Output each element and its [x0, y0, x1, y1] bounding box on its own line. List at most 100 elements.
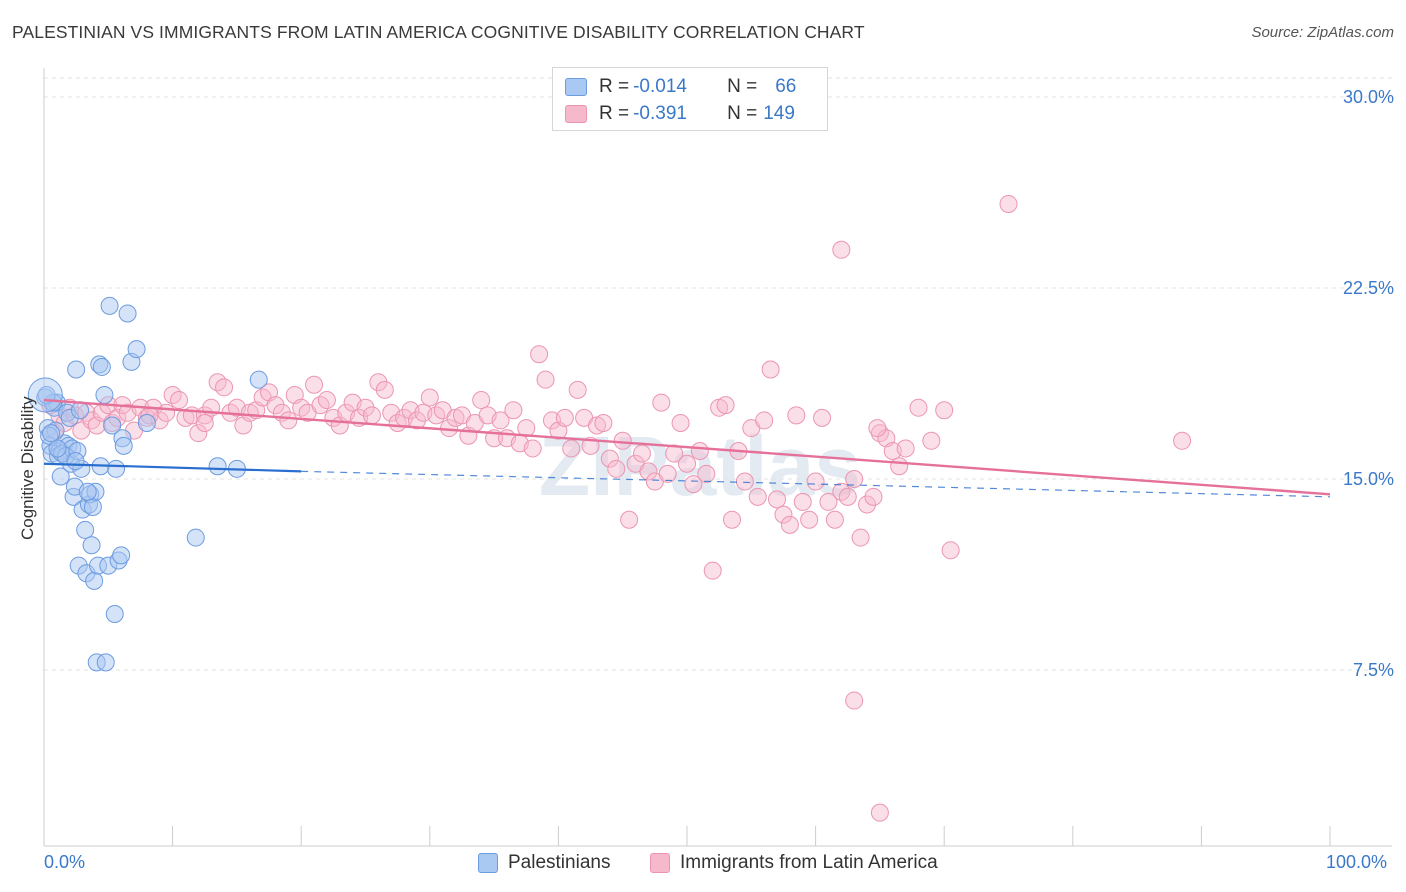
data-point-latin-america: [780, 515, 799, 534]
data-point-latin-america: [362, 406, 381, 425]
data-point-latin-america: [279, 411, 298, 430]
legend-item-palestinians[interactable]: Palestinians: [478, 852, 610, 874]
x-tick-label-max: 100.0%: [1326, 852, 1388, 872]
data-point-latin-america: [838, 487, 857, 506]
bottom-legend: Palestinians Immigrants from Latin Ameri…: [0, 850, 1406, 880]
data-point-latin-america: [1173, 431, 1192, 450]
data-point-latin-america: [748, 487, 767, 506]
watermark: ZIPatlas: [539, 419, 861, 513]
data-point-palestinians: [127, 340, 146, 359]
data-point-palestinians: [42, 424, 61, 443]
data-point-latin-america: [819, 492, 838, 511]
data-point-latin-america: [215, 378, 234, 397]
data-point-latin-america: [941, 541, 960, 560]
series-palestinians-points: [27, 296, 268, 672]
stats-legend-box: R = -0.014 N = 66 R = -0.391 N = 149: [552, 67, 828, 131]
trend-line-palestinians: [43, 462, 302, 473]
data-point-latin-america: [858, 495, 877, 514]
data-point-palestinians: [100, 296, 119, 315]
data-point-latin-america: [652, 393, 671, 412]
data-point-palestinians: [105, 604, 124, 623]
data-point-palestinians: [249, 370, 268, 389]
data-point-palestinians: [95, 385, 114, 404]
data-point-latin-america: [755, 411, 774, 430]
data-point-palestinians: [66, 452, 85, 471]
data-point-latin-america: [999, 194, 1018, 213]
data-point-latin-america: [851, 528, 870, 547]
data-point-latin-america: [581, 436, 600, 455]
data-point-latin-america: [523, 439, 542, 458]
data-point-latin-america: [697, 464, 716, 483]
data-point-latin-america: [420, 388, 439, 407]
source-label: Source: ZipAtlas.com: [1251, 24, 1394, 41]
data-point-palestinians: [96, 653, 115, 672]
data-point-latin-america: [768, 490, 787, 509]
data-point-latin-america: [761, 360, 780, 379]
data-point-latin-america: [800, 510, 819, 529]
data-point-latin-america: [671, 413, 690, 432]
data-point-latin-america: [195, 413, 214, 432]
chart-title: PALESTINIAN VS IMMIGRANTS FROM LATIN AME…: [12, 22, 865, 42]
data-point-latin-america: [620, 510, 639, 529]
data-point-latin-america: [690, 441, 709, 460]
data-point-latin-america: [607, 459, 626, 478]
grid-lines: [44, 77, 1392, 671]
data-point-latin-america: [568, 380, 587, 399]
trend-lines: [43, 398, 1331, 498]
data-point-latin-america: [170, 391, 189, 410]
y-tick-label: 7.5%: [1352, 660, 1394, 680]
data-point-latin-america: [868, 419, 887, 438]
r-value: -0.391: [633, 103, 687, 124]
data-point-latin-america: [716, 396, 735, 415]
data-point-latin-america: [793, 492, 812, 511]
legend-label: Immigrants from Latin America: [680, 852, 938, 873]
data-point-latin-america: [189, 424, 208, 443]
data-point-palestinians: [137, 413, 156, 432]
blue-swatch-icon: [565, 78, 587, 96]
y-tick-label: 22.5%: [1342, 278, 1394, 298]
data-point-latin-america: [896, 439, 915, 458]
blue-swatch-icon: [478, 853, 498, 873]
stats-row-palestinians: R = -0.014 N = 66: [565, 76, 796, 98]
data-point-latin-america: [723, 510, 742, 529]
data-point-latin-america: [922, 431, 941, 450]
data-point-latin-america: [305, 375, 324, 394]
y-axis-label: Cognitive Disability: [18, 396, 37, 540]
data-point-palestinians: [48, 439, 67, 458]
data-point-latin-america: [806, 472, 825, 491]
data-point-palestinians: [114, 436, 133, 455]
data-point-latin-america: [530, 345, 549, 364]
data-point-palestinians: [112, 546, 131, 565]
data-point-latin-america: [504, 401, 523, 420]
data-point-latin-america: [266, 396, 285, 415]
data-point-palestinians: [107, 459, 126, 478]
data-point-palestinians: [67, 360, 86, 379]
data-point-latin-america: [562, 439, 581, 458]
data-point-palestinians: [186, 528, 205, 547]
r-label: R =: [599, 103, 630, 124]
data-point-latin-america: [555, 408, 574, 427]
data-point-latin-america: [639, 462, 658, 481]
r-label: R =: [599, 76, 630, 97]
data-point-latin-america: [787, 406, 806, 425]
y-tick-label: 15.0%: [1342, 469, 1394, 489]
data-point-latin-america: [356, 398, 375, 417]
data-point-latin-america: [864, 487, 883, 506]
data-point-latin-america: [491, 411, 510, 430]
legend-item-latin-america[interactable]: Immigrants from Latin America: [650, 852, 938, 874]
data-point-latin-america: [678, 454, 696, 473]
data-point-latin-america: [825, 510, 844, 529]
data-point-palestinians: [37, 385, 56, 404]
data-point-latin-america: [472, 391, 491, 410]
n-value: 66: [775, 76, 797, 97]
n-label: N =: [727, 103, 758, 124]
data-point-latin-america: [600, 449, 619, 468]
data-point-latin-america: [845, 691, 864, 710]
data-point-latin-america: [594, 413, 613, 432]
data-point-latin-america: [813, 408, 832, 427]
trend-line-latin-america: [43, 398, 1331, 496]
data-point-latin-america: [774, 505, 793, 524]
data-point-palestinians: [78, 482, 97, 501]
n-label: N =: [727, 76, 758, 97]
